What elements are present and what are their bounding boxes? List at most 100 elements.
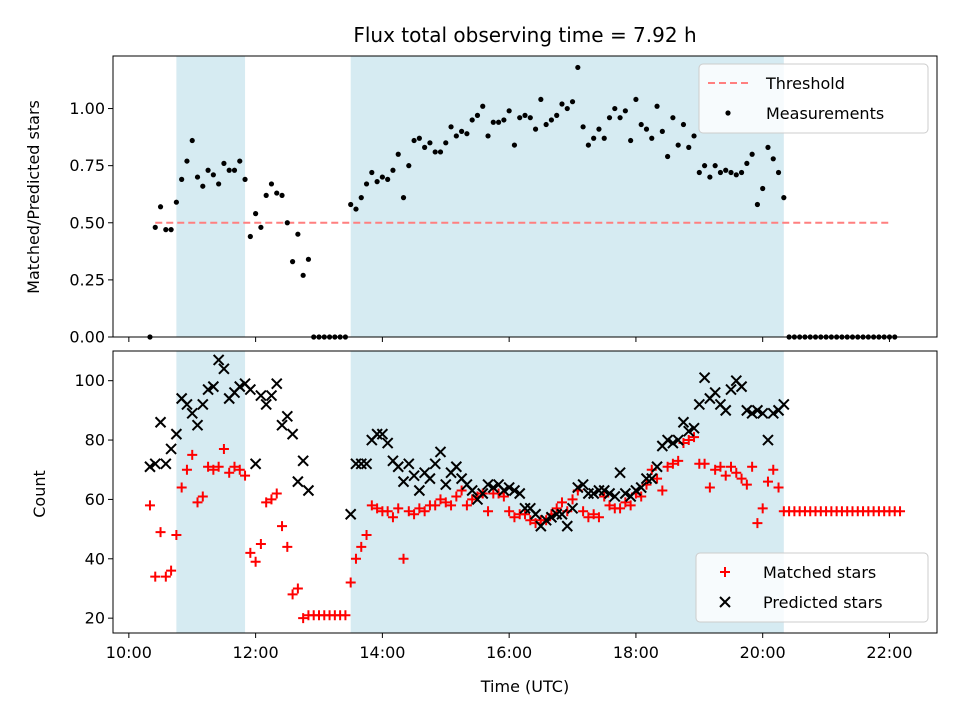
matched-stars-point (387, 512, 398, 523)
measurements-point (765, 144, 771, 150)
bottom-y-tick-label: 100 (74, 371, 105, 390)
matched-stars-point (403, 506, 414, 517)
measurements-point (728, 169, 734, 176)
predicted-stars-point (413, 484, 426, 497)
matched-stars-point (213, 461, 224, 472)
measurements-point (279, 192, 285, 198)
measurements-point (738, 169, 745, 176)
matched-stars-point (615, 503, 626, 514)
predicted-stars-point (302, 484, 315, 497)
predicted-stars-point (244, 383, 257, 396)
predicted-stars-point (614, 466, 626, 479)
predicted-stars-point (598, 484, 610, 497)
predicted-stars-point (482, 478, 494, 491)
matched-stars-point (287, 589, 298, 600)
predicted-stars-point (751, 404, 764, 417)
legend-label: Threshold (765, 74, 845, 93)
measurements-point (385, 176, 391, 182)
predicted-stars-point (619, 487, 632, 500)
measurements-point (659, 128, 665, 134)
predicted-stars-point (160, 458, 172, 470)
predicted-stars-point (741, 404, 753, 417)
matched-stars-point (250, 556, 261, 567)
matched-stars-point (667, 458, 678, 469)
measurements-point (453, 133, 459, 139)
predicted-stars-point (424, 472, 436, 485)
top-axes-frame (112, 55, 938, 338)
measurements-point (274, 190, 280, 196)
measurements-point (691, 133, 697, 139)
measurements-point (268, 181, 275, 187)
measurements-point (179, 176, 185, 182)
bottom-y-tick-label: 20 (85, 609, 105, 628)
predicted-stars-point (735, 380, 748, 393)
top-y-tick-label: 0.75 (69, 156, 105, 175)
matched-stars-point (372, 503, 383, 514)
matched-stars-point (467, 494, 478, 505)
matched-stars-point (366, 500, 377, 511)
measurements-point (532, 126, 539, 132)
measurements-point (263, 192, 269, 198)
chart-title: Flux total observing time = 7.92 h (353, 23, 696, 47)
predicted-stars-point (603, 487, 616, 500)
bottom-y-tick-label: 40 (85, 549, 105, 568)
measurements-point (194, 174, 201, 180)
measurements-point (253, 211, 259, 217)
measurements-point (511, 142, 518, 148)
legend-label: Predicted stars (763, 593, 883, 612)
matched-stars-point (218, 443, 229, 454)
predicted-stars-point (587, 487, 600, 500)
matched-stars-point (620, 497, 631, 508)
measurements-point (548, 117, 555, 123)
measurements-point (638, 121, 644, 128)
predicted-stars-point (477, 487, 489, 500)
x-tick-label: 12:00 (233, 643, 279, 662)
measurements-point (221, 160, 227, 166)
matched-stars-point (657, 485, 668, 496)
matched-stars-point (224, 467, 235, 478)
measurements-point (348, 201, 354, 208)
measurements-point (781, 195, 787, 201)
matched-stars-point (747, 461, 758, 472)
predicted-stars-point (202, 383, 214, 396)
predicted-stars-point (503, 481, 515, 494)
matched-stars-point (234, 464, 245, 475)
predicted-stars-point (767, 407, 779, 420)
predicted-stars-point (508, 484, 521, 497)
x-tick-label: 20:00 (740, 643, 786, 662)
predicted-stars-point (577, 478, 589, 491)
measurements-point (184, 158, 190, 164)
predicted-stars-point (556, 508, 568, 520)
matched-stars-point (340, 610, 351, 621)
predicted-stars-point (392, 461, 404, 473)
matched-stars-point (277, 521, 288, 532)
predicted-stars-point (450, 461, 463, 473)
predicted-stars-point (149, 458, 161, 470)
matched-stars-point (245, 547, 256, 558)
predicted-stars-point (255, 389, 267, 402)
matched-stars-point (715, 461, 726, 472)
measurements-point (411, 137, 417, 144)
measurements-point (247, 233, 253, 240)
predicted-stars-point (440, 478, 452, 491)
matched-stars-point (382, 506, 393, 517)
predicted-stars-point (191, 419, 204, 431)
measurements-point (649, 135, 655, 141)
measurements-point (168, 227, 174, 233)
matched-stars-point (430, 500, 441, 511)
predicted-stars-point (756, 407, 769, 420)
measurements-point (707, 174, 713, 180)
predicted-stars-point (186, 407, 198, 420)
measurements-point (569, 99, 576, 105)
legend-marker (719, 596, 731, 608)
measurements-point (305, 256, 312, 262)
measurements-point (379, 174, 385, 180)
matched-stars-point (440, 497, 451, 508)
measurements-point (363, 181, 370, 187)
measurements-point (231, 167, 238, 173)
matched-stars-point (166, 565, 177, 576)
measurements-point (152, 224, 158, 230)
measurements-point (474, 112, 481, 118)
matched-stars-point (498, 491, 509, 502)
matched-stars-point (171, 530, 182, 541)
